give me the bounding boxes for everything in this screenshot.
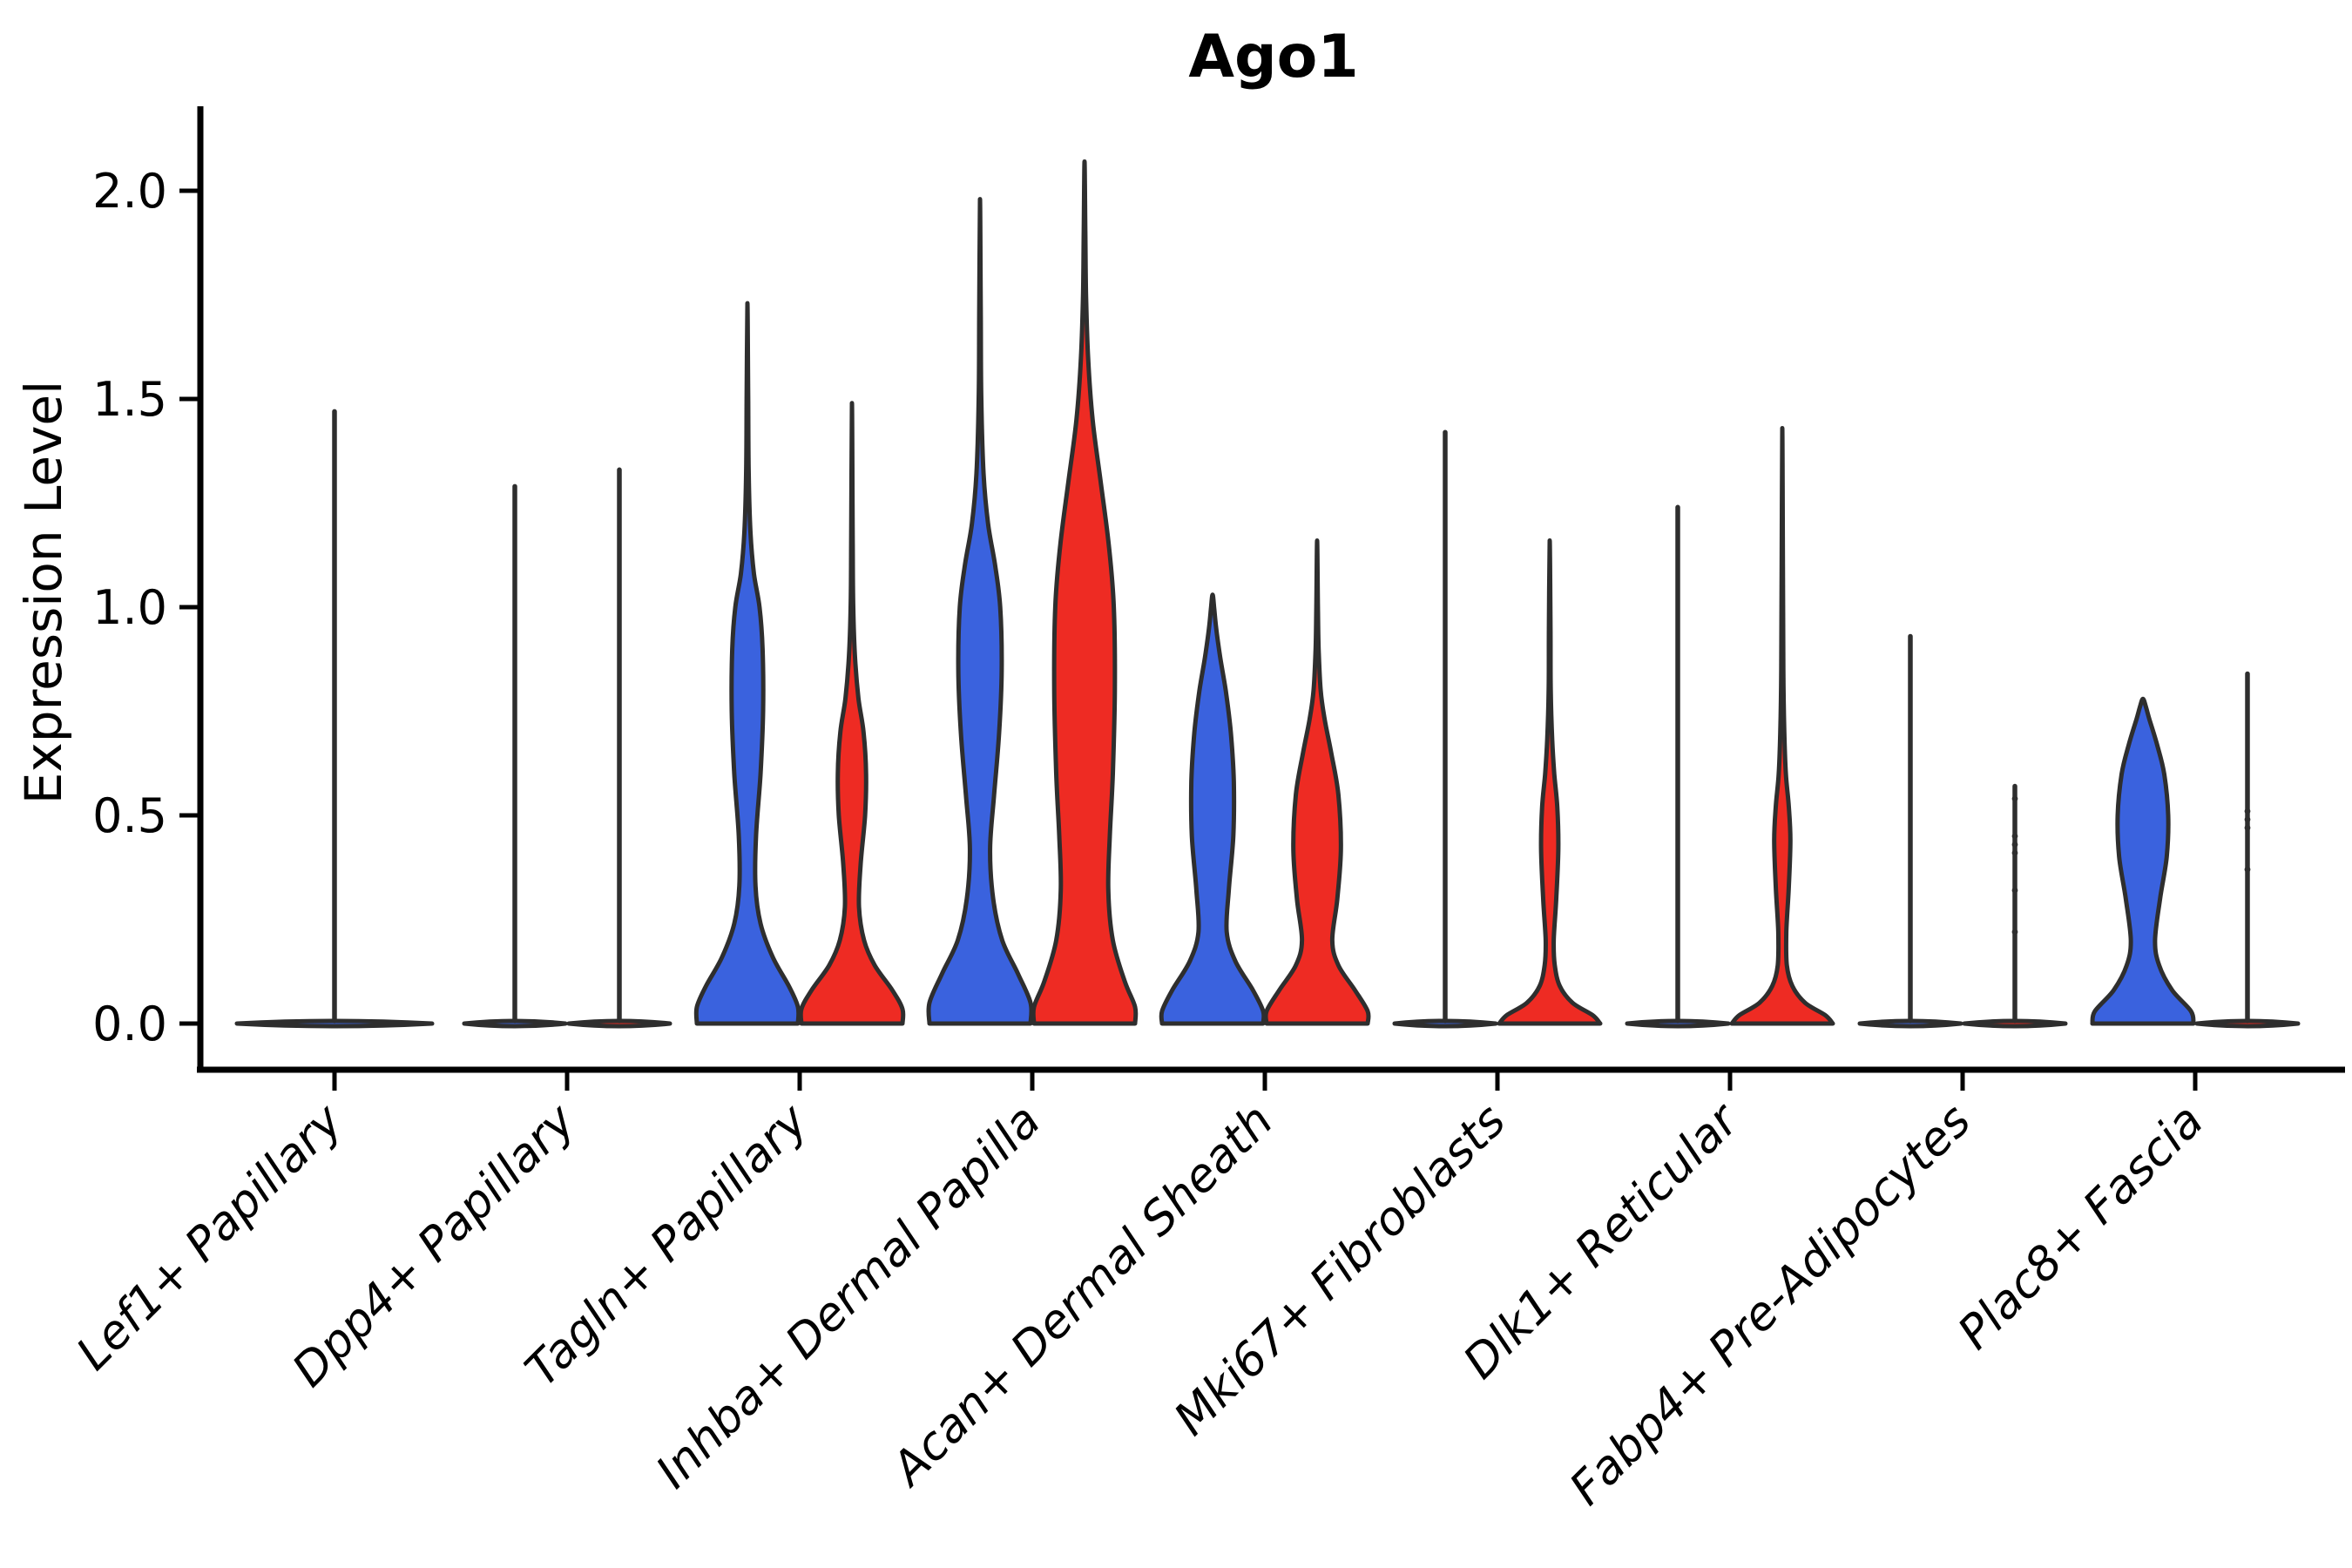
- violin-7-blue: [1857, 1018, 1963, 1029]
- y-tick-label: 2.0: [92, 164, 167, 219]
- x-tick-label-3: Inhba+ Dermal Papilla: [646, 1094, 1051, 1498]
- cell-point: [2244, 824, 2251, 831]
- x-tick-label-7: Fabp4+ Pre-Adipocytes: [1560, 1094, 1982, 1516]
- cell-point: [2011, 795, 2018, 802]
- violin-5-red: [1497, 538, 1603, 1026]
- violins-layer: [234, 159, 2301, 1029]
- violin-4-red: [1263, 538, 1371, 1026]
- cell-point: [2011, 887, 2018, 894]
- cell-point: [2244, 816, 2251, 823]
- violin-2-blue: [693, 301, 801, 1026]
- violin-6-blue: [1625, 1018, 1731, 1029]
- violin-7-red: [1962, 1018, 2068, 1029]
- violin-1-red: [566, 1018, 672, 1029]
- cell-point: [2244, 808, 2251, 814]
- violin-1-blue: [462, 1018, 568, 1029]
- y-tick-label: 0.5: [92, 788, 167, 843]
- violin-6-red: [1729, 426, 1835, 1026]
- violin-2-red: [798, 401, 906, 1026]
- x-tick-label-8: Plac8+ Fascia: [1948, 1094, 2213, 1360]
- y-tick-label: 0.0: [92, 997, 167, 1051]
- cell-point: [2011, 929, 2018, 936]
- violin-8-blue: [2090, 696, 2196, 1026]
- x-tick-label-4: Acan+ Dermal Sheath: [881, 1094, 1284, 1497]
- y-axis-label: Expression Level: [14, 381, 73, 804]
- y-tick-label: 1.0: [92, 580, 167, 635]
- violin-3-red: [1031, 159, 1139, 1026]
- violin-3-blue: [926, 197, 1034, 1026]
- violin-8-red: [2194, 1018, 2301, 1029]
- y-tick-label: 1.5: [92, 372, 167, 427]
- violin-5-blue: [1392, 1018, 1498, 1029]
- violin-4-blue: [1159, 592, 1267, 1026]
- cell-point: [2011, 849, 2018, 856]
- chart-title: Ago1: [1188, 23, 1358, 91]
- cell-point: [2011, 833, 2018, 840]
- cell-point: [2244, 866, 2251, 873]
- violin-0-blue: [234, 1018, 435, 1029]
- cell-point: [2011, 841, 2018, 848]
